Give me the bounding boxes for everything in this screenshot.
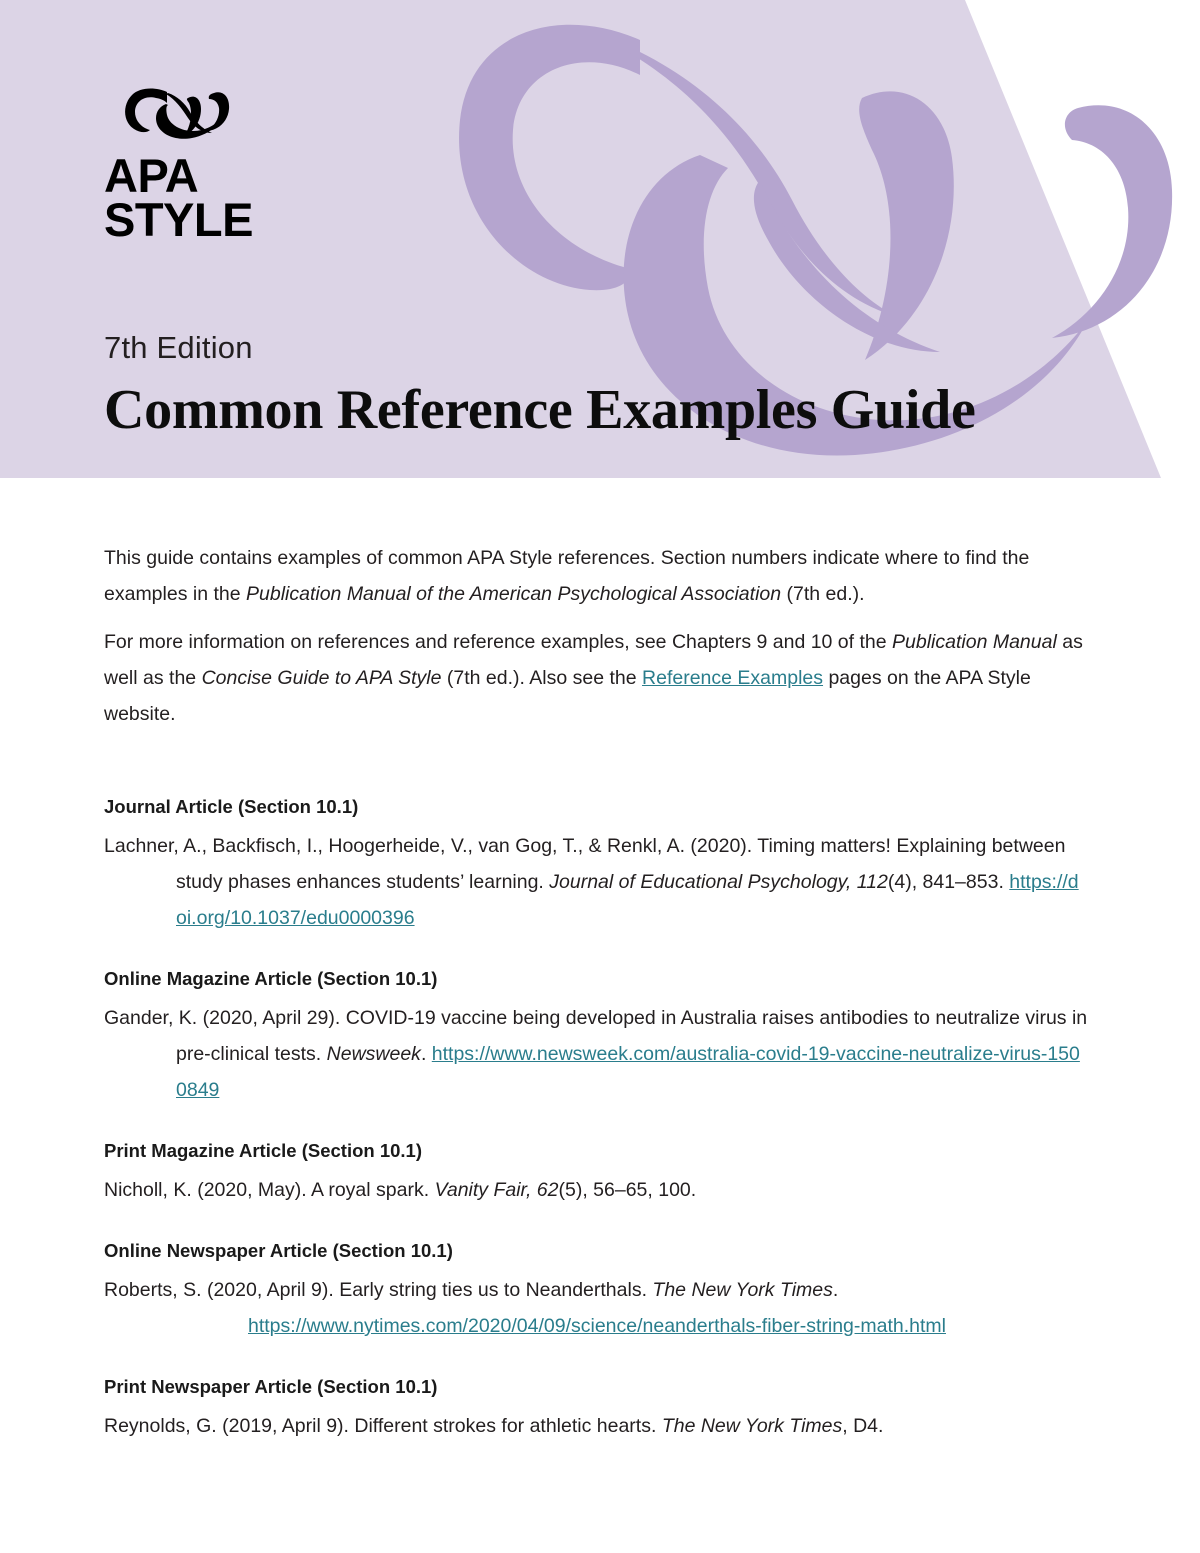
intro-p2-text-b: as well as the [104,631,1083,689]
reference-text-a: Nicholl, K. (2020, May). A royal spark. [104,1179,435,1201]
reference-text-a: Reynolds, G. (2019, April 9). Different … [104,1415,662,1437]
reference-text-b: (5), 56–65, 100. [558,1179,697,1201]
reference-text-a: Lachner, A., Backfisch, I., Hoogerheide,… [104,835,1066,893]
reference-italic-source: The New York Times [652,1279,833,1301]
section-heading: Journal Article (Section 10.1) [104,796,359,817]
header-banner: APA STYLE 7th Edition Common Reference E… [0,0,1200,480]
reference-entry: Reynolds, G. (2019, April 9). Different … [104,1408,1088,1444]
document-body: This guide contains examples of common A… [104,540,1088,1444]
banner-background-shape [0,0,1161,478]
intro-p2-text-c: (7th ed.). Also see the [441,667,643,689]
reference-entry: Roberts, S. (2020, April 9). Early strin… [104,1272,1088,1344]
section-heading: Print Newspaper Article (Section 10.1) [104,1376,438,1397]
reference-italic-source: Vanity Fair, 62 [434,1179,559,1201]
intro-p2-text-d: pages on the APA Style website. [104,667,1031,725]
logo-word-style: STYLE [104,192,253,246]
spacer [104,744,1088,764]
section-print-magazine-article: Print Magazine Article (Section 10.1) Ni… [104,1136,1088,1208]
apa-style-logo: APA STYLE [104,86,364,246]
reference-text-a: Gander, K. (2020, April 29). COVID-19 va… [104,1007,1088,1065]
reference-text-b: (4), 841–853. [887,871,1010,893]
intro-p2-italic-concise-guide: Concise Guide to APA Style [201,667,442,689]
page-title: Common Reference Examples Guide [104,379,976,441]
reference-examples-link[interactable]: Reference Examples [642,667,824,689]
reference-url-link[interactable]: https://doi.org/10.1037/edu0000396 [176,871,1079,929]
reference-text-b: , D4. [842,1415,884,1437]
logo-word-apa: APA [104,149,199,202]
section-online-newspaper-article: Online Newspaper Article (Section 10.1) … [104,1236,1088,1344]
reference-url-line: https://www.nytimes.com/2020/04/09/scien… [176,1308,1088,1344]
logo-wordmark: APA STYLE [104,149,364,246]
intro-p1-italic-title: Publication Manual of the American Psych… [246,583,782,605]
intro-paragraph-1: This guide contains examples of common A… [104,540,1088,612]
section-heading: Online Newspaper Article (Section 10.1) [104,1240,453,1261]
reference-text-b: . [420,1043,432,1065]
reference-italic-source: Journal of Educational Psychology, 112 [549,871,888,893]
section-heading: Online Magazine Article (Section 10.1) [104,968,438,989]
intro-p2-text-a: For more information on references and r… [104,631,893,653]
reference-url-link[interactable]: https://www.nytimes.com/2020/04/09/scien… [248,1315,946,1337]
reference-italic-source: The New York Times [661,1415,843,1437]
reference-italic-source: Newsweek [326,1043,421,1065]
intro-paragraph-2: For more information on references and r… [104,624,1088,732]
edition-label: 7th Edition [104,330,253,365]
section-online-magazine-article: Online Magazine Article (Section 10.1) G… [104,964,1088,1108]
reference-entry: Gander, K. (2020, April 29). COVID-19 va… [104,1000,1088,1108]
section-journal-article: Journal Article (Section 10.1) Lachner, … [104,792,1088,936]
reference-entry: Nicholl, K. (2020, May). A royal spark. … [104,1172,1088,1208]
reference-text-b: . [832,1279,839,1301]
reference-text-a: Roberts, S. (2020, April 9). Early strin… [104,1279,653,1301]
reference-url-link[interactable]: https://www.newsweek.com/australia-covid… [176,1043,1080,1101]
apa-swirl-logo-mark [125,88,230,139]
intro-p1-text-b: (7th ed.). [781,583,865,605]
section-heading: Print Magazine Article (Section 10.1) [104,1140,423,1161]
decorative-swirl-artwork [459,24,1173,456]
section-print-newspaper-article: Print Newspaper Article (Section 10.1) R… [104,1372,1088,1444]
intro-p2-italic-manual: Publication Manual [892,631,1057,653]
reference-entry: Lachner, A., Backfisch, I., Hoogerheide,… [104,828,1088,936]
intro-p1-text-a: This guide contains examples of common A… [104,547,1030,605]
